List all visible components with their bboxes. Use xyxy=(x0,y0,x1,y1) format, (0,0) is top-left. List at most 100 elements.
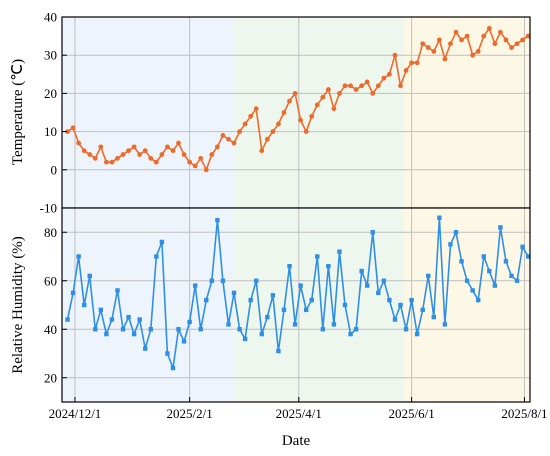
humidity-point xyxy=(109,317,115,322)
temperature-point xyxy=(320,94,326,100)
temperature-point xyxy=(248,113,254,119)
temperature-point xyxy=(303,129,309,135)
temperature-point xyxy=(92,155,98,161)
temperature-point xyxy=(392,52,398,58)
top-season-winter xyxy=(62,17,233,208)
humidity-point xyxy=(281,307,287,313)
humidity-point xyxy=(231,290,237,296)
temperature-point xyxy=(398,83,403,89)
humidity-point xyxy=(459,259,464,264)
humidity-point xyxy=(437,215,442,220)
humidity-point xyxy=(525,254,531,259)
humidity-point xyxy=(420,307,425,313)
temperature-point xyxy=(120,152,126,157)
humidity-point xyxy=(403,327,409,332)
humidity-point xyxy=(93,327,98,332)
humidity-point xyxy=(520,244,525,249)
temperature-point xyxy=(253,106,259,112)
temperature-point xyxy=(425,45,431,50)
humidity-point xyxy=(254,278,259,283)
humidity-point xyxy=(259,331,264,337)
temperature-point xyxy=(153,159,159,165)
temperature-point xyxy=(414,60,420,66)
humidity-point xyxy=(215,217,220,223)
temperature-point xyxy=(525,33,531,39)
humidity-point xyxy=(120,327,126,332)
humidity-point xyxy=(104,331,109,337)
humidity-point xyxy=(453,230,459,235)
humidity-series xyxy=(65,215,531,371)
humidity-point xyxy=(398,302,403,308)
humidity-point xyxy=(265,314,270,320)
temperature-point xyxy=(187,159,193,165)
humidity-point xyxy=(76,254,81,259)
humidity-point xyxy=(487,268,492,274)
humidity-y-tick-label: 20 xyxy=(44,370,57,385)
humidity-point xyxy=(165,351,170,356)
temperature-point xyxy=(220,133,226,138)
temperature-point xyxy=(159,152,165,157)
temperature-point xyxy=(65,129,70,135)
temperature-point xyxy=(298,117,304,123)
humidity-point xyxy=(237,327,242,332)
temperature-point xyxy=(448,41,453,47)
temperature-point xyxy=(387,71,392,77)
temperature-point xyxy=(481,33,487,39)
temperature-point xyxy=(142,148,148,154)
humidity-point xyxy=(143,346,148,351)
humidity-point xyxy=(498,225,503,230)
temperature-point xyxy=(237,129,242,135)
date-x-tick-label: 2025/4/1 xyxy=(276,406,322,421)
temperature-point xyxy=(203,167,209,173)
temperature-point xyxy=(331,106,337,112)
temperature-point xyxy=(509,45,514,50)
humidity-point xyxy=(365,283,370,288)
temperature-point xyxy=(309,113,315,119)
temperature-point xyxy=(287,98,292,104)
humidity-point xyxy=(503,259,509,264)
temperature-point xyxy=(137,152,143,157)
temperature-point xyxy=(209,152,215,157)
humidity-point xyxy=(370,230,375,235)
humidity-point xyxy=(326,264,331,269)
top-season-summer xyxy=(404,17,530,208)
top-panel: -10 0 10 20 30 40 Temperature (℃) xyxy=(10,10,531,216)
temperature-point xyxy=(409,60,415,66)
temperature-point xyxy=(176,140,181,146)
humidity-point xyxy=(176,327,181,332)
temperature-point xyxy=(436,37,442,43)
temperature-point xyxy=(87,152,93,157)
temperature-point xyxy=(431,48,437,54)
humidity-point xyxy=(426,273,431,279)
temperature-point xyxy=(226,136,231,142)
date-x-axis-label: Date xyxy=(282,433,311,449)
humidity-point xyxy=(170,365,176,371)
humidity-point xyxy=(81,302,87,308)
bottom-season-spring xyxy=(233,208,404,402)
temperature-point xyxy=(165,144,170,150)
temperature-point xyxy=(70,125,76,131)
temperature-point xyxy=(181,152,187,157)
humidity-point xyxy=(287,264,292,269)
humidity-point xyxy=(342,302,348,308)
temperature-point xyxy=(103,159,109,165)
temperature-point xyxy=(148,155,154,161)
temperature-point xyxy=(314,102,320,108)
humidity-point xyxy=(115,288,120,293)
temperature-point xyxy=(115,155,120,161)
humidity-point xyxy=(337,249,342,254)
temperature-point xyxy=(214,144,220,150)
humidity-point xyxy=(509,273,514,279)
humidity-point xyxy=(242,336,248,342)
date-x-ticks: 2024/12/1 2025/2/1 2025/4/1 2025/6/1 2025/8/… xyxy=(49,397,548,421)
temperature-point xyxy=(514,41,520,47)
humidity-point xyxy=(481,254,486,259)
humidity-point xyxy=(348,331,353,337)
humidity-point xyxy=(392,317,398,322)
date-x-tick-label: 2025/6/1 xyxy=(388,406,434,421)
temperature-point xyxy=(231,140,237,146)
humidity-point xyxy=(220,278,226,283)
humidity-y-axis-label: Relative Humidity (%) xyxy=(10,236,26,373)
humidity-point xyxy=(98,307,104,313)
